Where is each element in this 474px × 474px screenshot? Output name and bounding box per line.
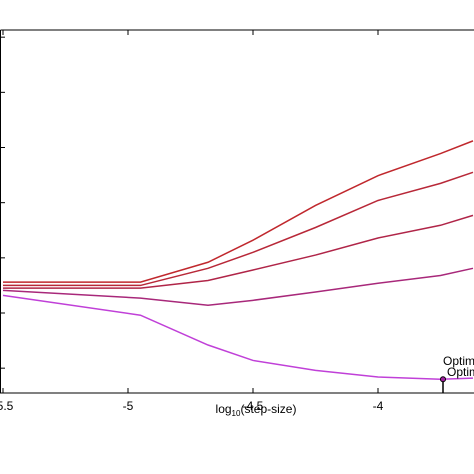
x-label-sub: 10 bbox=[232, 409, 241, 418]
series-line bbox=[3, 214, 474, 289]
x-label-main: log bbox=[216, 402, 232, 416]
axes-frame bbox=[0, 29, 474, 394]
annotation: Optim bbox=[443, 354, 474, 368]
x-tick-label: -5 bbox=[123, 399, 134, 413]
annotation: Optim bbox=[447, 365, 474, 379]
x-label-rest: (step-size) bbox=[240, 402, 296, 416]
series-line bbox=[2, 267, 474, 307]
marker-point bbox=[440, 376, 446, 383]
x-axis-label: log10(step-size) bbox=[216, 402, 297, 418]
series-line bbox=[3, 171, 474, 287]
x-tick-label: -4 bbox=[373, 399, 384, 413]
series-line bbox=[2, 294, 474, 380]
x-tick-label: -4.5 bbox=[243, 399, 264, 413]
x-tick-label: -5.5 bbox=[0, 399, 14, 413]
series-line bbox=[3, 140, 474, 283]
